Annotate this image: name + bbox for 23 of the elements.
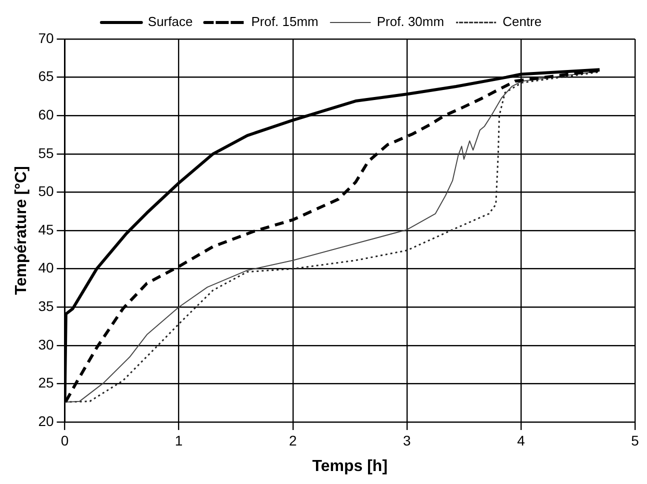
x-tick-label: 3 [403, 432, 412, 448]
y-tick-label: 50 [38, 183, 54, 200]
y-tick-label: 25 [38, 374, 54, 391]
y-tick-label: 60 [38, 106, 54, 122]
x-tick-label: 1 [174, 432, 183, 448]
legend-label: Centre [502, 14, 542, 30]
x-tick-label: 4 [517, 432, 526, 448]
y-tick-label: 35 [38, 298, 54, 314]
y-tick-label: 45 [38, 221, 54, 238]
y-axis-title: Température [°C] [13, 166, 30, 295]
y-tick-label: 20 [38, 412, 54, 429]
x-tick-label: 5 [631, 432, 640, 448]
y-tick-label: 70 [38, 30, 54, 46]
y-tick-label: 40 [38, 260, 54, 276]
legend-label: Surface [148, 14, 193, 30]
legend-label: Prof. 30mm [376, 14, 444, 30]
x-axis-title: Temps [h] [312, 458, 388, 475]
y-tick-label: 65 [38, 68, 54, 84]
x-tick-label: 0 [60, 432, 69, 448]
x-tick-label: 2 [288, 432, 297, 448]
y-tick-label: 55 [38, 144, 54, 161]
y-tick-label: 30 [38, 336, 54, 352]
legend-label: Prof. 15mm [251, 14, 318, 30]
